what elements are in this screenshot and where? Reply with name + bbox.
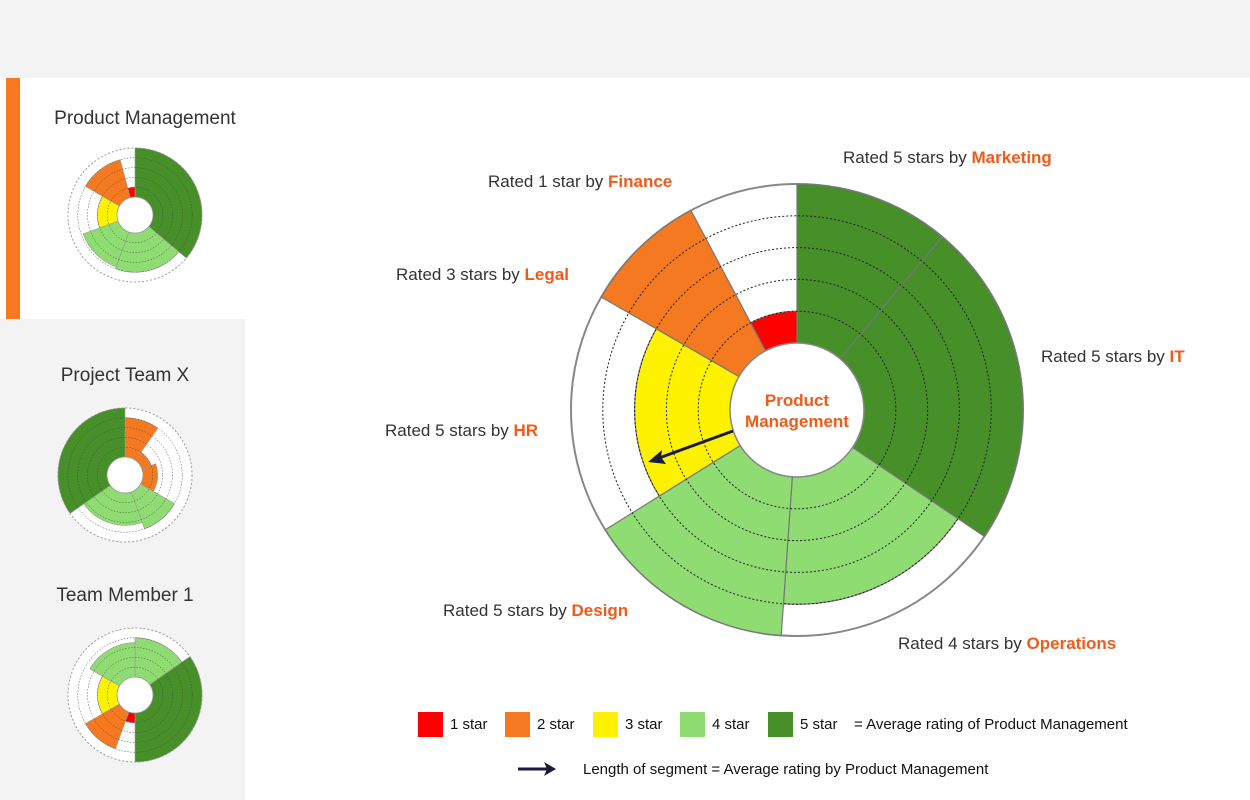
legend: 1 star 2 star 3 star 4 star 5 star = Ave… [418, 712, 1218, 792]
segment-label-marketing: Rated 5 stars by Marketing [843, 148, 1052, 167]
legend-label: 5 star [800, 716, 838, 733]
grid-ring [665, 278, 929, 542]
sidebar-item-label: Product Management [54, 108, 236, 129]
main-polar-chart: Product Management Rated 5 stars by Market… [385, 148, 1185, 653]
legend-label: 4 star [712, 716, 750, 733]
segment-label-hr: Rated 5 stars by HR [385, 421, 538, 440]
legend-color-meaning-text: = Average rating of Product Management [854, 716, 1128, 733]
sidebar-item-product-management[interactable]: Product Management [20, 100, 270, 290]
legend-item-3-star: 3 star [593, 712, 663, 737]
grid-ring [602, 215, 992, 605]
legend-swatch [505, 712, 530, 737]
mini-chart-product-management [67, 147, 203, 283]
segment-label-operations: Rated 4 stars by Operations [898, 634, 1116, 653]
sidebar-item-team-member-1[interactable]: Team Member 1 [0, 575, 250, 775]
segment-label-design: Rated 5 stars by Design [443, 601, 628, 620]
segment-label-finance: Rated 1 star by Finance [488, 172, 672, 191]
legend-swatch [768, 712, 793, 737]
mini-chart-team-member-1 [67, 627, 203, 763]
legend-item-4-star: 4 star [680, 712, 750, 737]
legend-item-2-star: 2 star [505, 712, 575, 737]
legend-swatch [680, 712, 705, 737]
grid-ring [634, 247, 960, 573]
center-label: Product [765, 391, 830, 410]
center-label: Management [745, 412, 849, 431]
sidebar-item-project-team-x[interactable]: Project Team X [0, 355, 250, 550]
active-indicator [6, 78, 20, 319]
legend-item-5-star: 5 star [768, 712, 838, 737]
legend-swatch [593, 712, 618, 737]
legend-label: 3 star [625, 716, 663, 733]
direction-arrow [648, 429, 734, 464]
legend-item-1-star: 1 star [418, 712, 488, 737]
sidebar-item-label: Project Team X [60, 365, 190, 386]
top-bar [0, 0, 1250, 78]
center-hole [729, 342, 865, 478]
legend-color-meaning: = Average rating of Product Management [854, 716, 1128, 733]
segment-label-it: Rated 5 stars by IT [1041, 347, 1185, 366]
legend-swatch [418, 712, 443, 737]
segment-label-legal: Rated 3 stars by Legal [396, 265, 569, 284]
legend-arrow-row: Length of segment = Average rating by Pr… [516, 760, 988, 778]
mini-chart-project-team-x [57, 407, 193, 543]
legend-label: 1 star [450, 716, 488, 733]
grid-ring [697, 310, 897, 510]
legend-arrow-meaning-text: Length of segment = Average rating by Pr… [583, 760, 989, 778]
arrow-icon [518, 762, 556, 776]
legend-label: 2 star [537, 716, 575, 733]
sidebar-item-label: Team Member 1 [56, 585, 194, 606]
